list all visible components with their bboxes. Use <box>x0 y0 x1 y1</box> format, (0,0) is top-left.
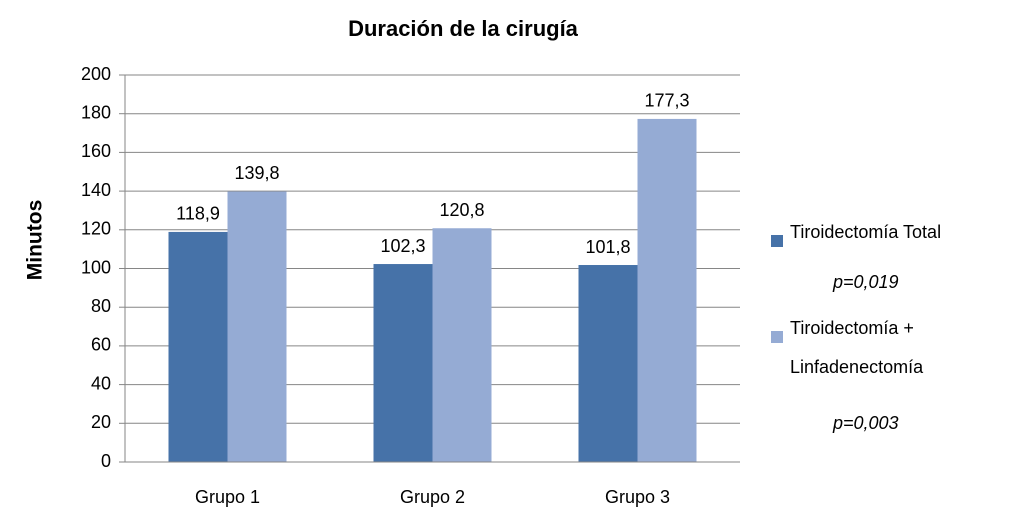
chart-title: Duración de la cirugía <box>348 16 579 41</box>
value-label: 177,3 <box>644 91 689 111</box>
annotation: p=0,003 <box>833 413 899 433</box>
value-label: 101,8 <box>585 237 630 257</box>
legend-label: Tiroidectomía + Linfadenectomía <box>790 318 924 377</box>
bar <box>432 228 492 462</box>
y-tick-label: 160 <box>81 141 111 161</box>
bar <box>373 264 433 462</box>
y-tick-label: 40 <box>91 373 111 393</box>
y-tick-label: 80 <box>91 296 111 316</box>
value-label: 120,8 <box>439 200 484 220</box>
x-tick-label: Grupo 3 <box>605 487 670 507</box>
legend-label: Tiroidectomía Total <box>790 222 942 242</box>
legend-swatch <box>771 331 783 343</box>
x-tick-label: Grupo 1 <box>195 487 260 507</box>
y-tick-label: 180 <box>81 102 111 122</box>
y-axis-label: Minutos <box>24 200 47 280</box>
x-tick-label: Grupo 2 <box>400 487 465 507</box>
bar <box>578 265 638 462</box>
bar <box>637 118 697 462</box>
y-tick-label: 0 <box>101 451 111 471</box>
bar <box>168 231 228 462</box>
y-tick-label: 60 <box>91 335 111 355</box>
y-tick-label: 100 <box>81 257 111 277</box>
y-tick-label: 20 <box>91 412 111 432</box>
annotation: p=0,019 <box>833 272 899 292</box>
value-label: 102,3 <box>380 236 425 256</box>
y-tick-label: 200 <box>81 64 111 84</box>
bar <box>227 191 287 462</box>
y-tick-label: 120 <box>81 219 111 239</box>
value-label: 139,8 <box>234 163 279 183</box>
legend-swatch <box>771 235 783 247</box>
value-label: 118,9 <box>176 204 220 224</box>
y-tick-label: 140 <box>81 180 111 200</box>
